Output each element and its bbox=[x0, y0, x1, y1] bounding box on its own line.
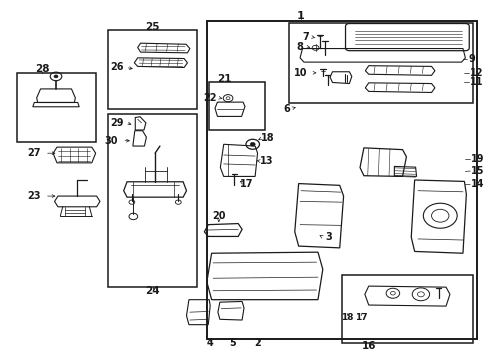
Text: 1: 1 bbox=[297, 12, 305, 21]
Bar bbox=[17, 73, 96, 143]
Bar bbox=[288, 23, 472, 103]
Text: 2: 2 bbox=[254, 338, 261, 348]
Text: 23: 23 bbox=[27, 191, 41, 201]
Text: 3: 3 bbox=[325, 232, 332, 242]
Text: 15: 15 bbox=[470, 166, 484, 176]
Text: 18: 18 bbox=[261, 133, 274, 143]
Text: 8: 8 bbox=[296, 42, 303, 52]
Text: 19: 19 bbox=[470, 154, 484, 164]
Text: 16: 16 bbox=[361, 341, 375, 351]
Text: 24: 24 bbox=[145, 287, 160, 296]
Text: 18: 18 bbox=[341, 313, 353, 322]
Text: 6: 6 bbox=[283, 104, 289, 113]
Text: 27: 27 bbox=[27, 148, 41, 158]
Text: 29: 29 bbox=[110, 118, 124, 128]
Text: 22: 22 bbox=[203, 93, 217, 103]
Text: 9: 9 bbox=[468, 54, 474, 64]
Text: 7: 7 bbox=[302, 32, 308, 42]
Bar bbox=[107, 30, 197, 109]
Text: 20: 20 bbox=[212, 211, 225, 221]
Text: 17: 17 bbox=[354, 313, 366, 322]
Text: 5: 5 bbox=[228, 338, 235, 348]
Bar bbox=[206, 21, 476, 339]
Text: 26: 26 bbox=[110, 63, 124, 72]
Text: 28: 28 bbox=[35, 64, 50, 74]
Text: 12: 12 bbox=[469, 68, 483, 78]
Text: 17: 17 bbox=[240, 179, 253, 189]
Bar bbox=[209, 82, 264, 130]
Text: 11: 11 bbox=[469, 77, 483, 87]
Text: 10: 10 bbox=[294, 68, 307, 78]
Text: 25: 25 bbox=[145, 22, 160, 32]
Bar bbox=[107, 114, 197, 287]
Bar bbox=[342, 275, 472, 342]
Text: 13: 13 bbox=[259, 156, 272, 166]
Text: 14: 14 bbox=[470, 179, 484, 189]
Text: 21: 21 bbox=[217, 74, 231, 84]
Circle shape bbox=[250, 143, 255, 146]
Text: 4: 4 bbox=[206, 338, 213, 348]
Text: 30: 30 bbox=[104, 136, 118, 146]
Circle shape bbox=[54, 75, 58, 78]
